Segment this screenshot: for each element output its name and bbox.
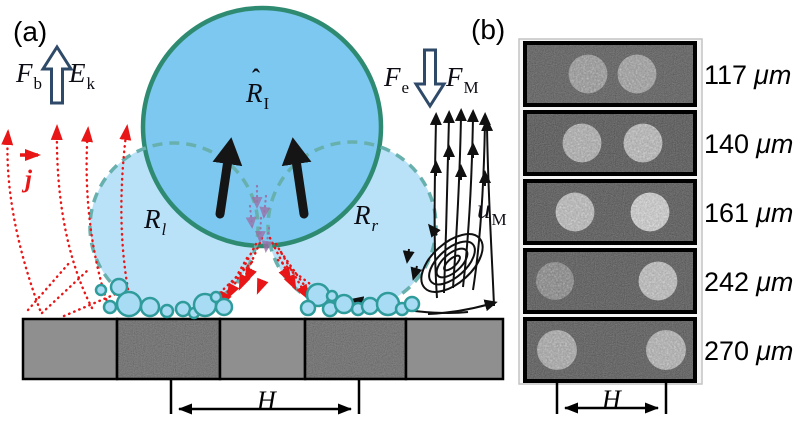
electrode-spot — [617, 54, 657, 94]
electrode-spot — [562, 123, 602, 163]
electrode-spot — [623, 123, 663, 163]
side-bubbles — [88, 5, 438, 313]
force-electric-label: Fe — [384, 62, 410, 97]
panel-a-label: (a) — [13, 16, 48, 47]
marangoni-velocity-label: uM — [477, 194, 507, 229]
spacing-dimension-b — [555, 381, 668, 414]
microbubbles — [94, 277, 421, 320]
spacing-dimension-a — [169, 379, 361, 415]
marangoni-streamlines — [350, 108, 498, 315]
up-block-arrow — [40, 44, 74, 105]
electrode-spot — [638, 261, 678, 301]
distance-label-161: 161 μm — [704, 198, 794, 228]
neck-current-arrows — [245, 184, 273, 253]
distance-label-270: 270 μm — [704, 336, 794, 366]
strip-117 — [523, 41, 697, 107]
spacing-label-b: H — [602, 385, 621, 414]
micrograph-stack — [518, 38, 703, 385]
strip-270 — [523, 317, 697, 383]
coalescence-rise-arrows — [212, 137, 312, 219]
spacing-label-a: H — [257, 386, 276, 415]
current-field-lines — [1, 124, 132, 318]
interface-bubble — [140, 5, 384, 249]
electrode-spot — [537, 330, 577, 370]
down-block-arrow — [413, 48, 447, 109]
strip-242 — [523, 248, 697, 314]
electrode-spot — [646, 330, 686, 370]
block-arrows — [40, 44, 447, 109]
field-kinetic-label: Ek — [69, 58, 95, 93]
force-buoyancy-label: Fb — [16, 58, 42, 93]
electrode-spot — [568, 54, 608, 94]
electrode-spot — [555, 192, 595, 232]
strip-140 — [523, 110, 697, 176]
force-marangoni-label: FM — [446, 62, 479, 97]
substrate — [21, 317, 505, 381]
left-radius-label: Rl — [144, 204, 167, 239]
interface-radius-label: ˆ RI — [246, 66, 270, 113]
distance-label-117: 117 μm — [704, 60, 792, 90]
strip-161 — [523, 179, 697, 245]
distance-label-140: 140 μm — [704, 129, 794, 159]
current-density-label: j — [25, 166, 32, 193]
distance-label-242: 242 μm — [704, 267, 794, 297]
right-radius-label: Rr — [354, 200, 379, 235]
electrode-spot — [630, 192, 670, 232]
electrode-spot — [536, 262, 574, 300]
vortex — [420, 233, 484, 293]
panel-b-label: (b) — [471, 14, 506, 45]
